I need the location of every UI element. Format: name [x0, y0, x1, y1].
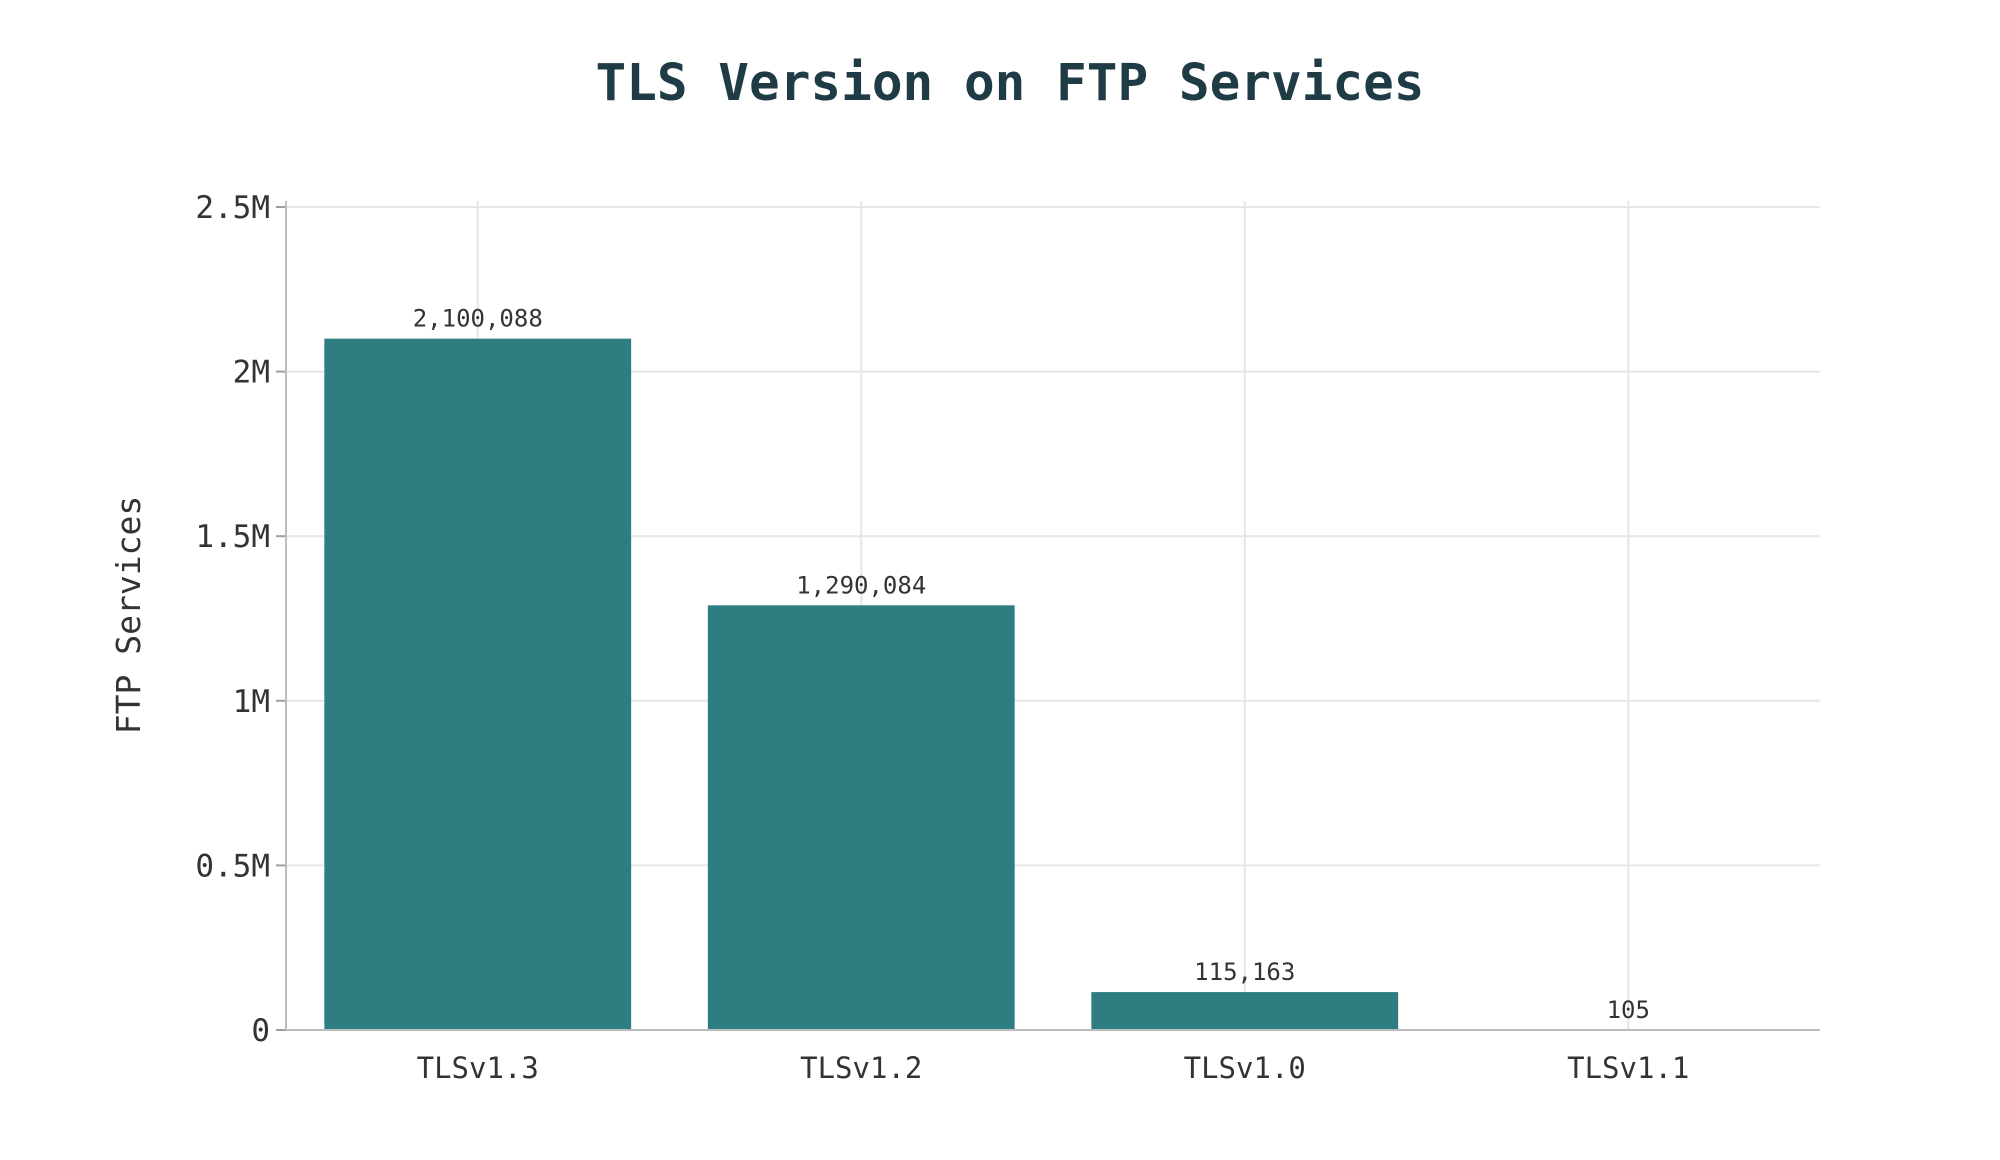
bars: [324, 338, 1782, 1031]
y-tick-label: 2.5M: [195, 190, 270, 226]
labels: 0 0.5M 1M 1.5M 2M 2.5M 2,100,088 TLSv1.3 1,290,0…: [195, 190, 1689, 1085]
data-label: 115,163: [1194, 958, 1295, 986]
x-tick-label: TLSv1.3: [417, 1051, 539, 1085]
data-label: 2,100,088: [413, 305, 543, 333]
bar-tlsv1-2: [707, 605, 1015, 1030]
x-tick-label: TLSv1.1: [1567, 1051, 1689, 1085]
y-axis-title: FTP Services: [109, 496, 148, 734]
bar-tlsv1-0: [1091, 992, 1399, 1030]
data-label: 105: [1607, 996, 1650, 1024]
x-tick-label: TLSv1.2: [800, 1051, 922, 1085]
chart-title: TLS Version on FTP Services: [595, 54, 1424, 113]
bar-tlsv1-3: [324, 338, 632, 1031]
x-tick-label: TLSv1.0: [1184, 1051, 1306, 1085]
axes: [276, 201, 1820, 1031]
data-label: 1,290,084: [796, 571, 926, 599]
y-tick-label: 2M: [233, 355, 270, 391]
y-tick-label: 1M: [233, 684, 270, 720]
y-tick-label: 1.5M: [195, 519, 270, 555]
y-tick-label: 0.5M: [195, 848, 270, 884]
y-tick-label: 0: [251, 1013, 270, 1049]
